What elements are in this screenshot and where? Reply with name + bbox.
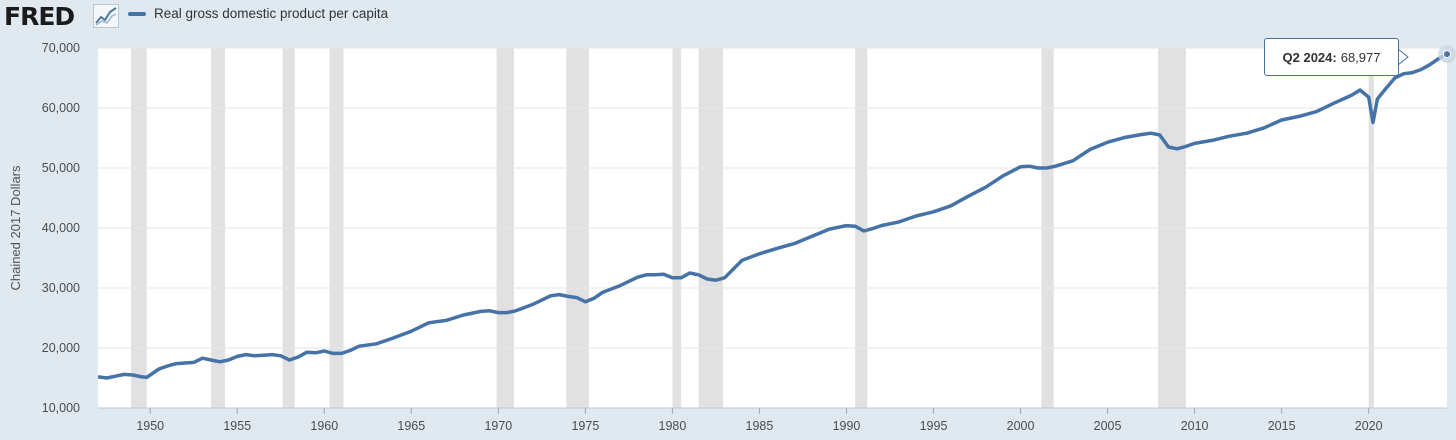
y-tick-label: 20,000 bbox=[42, 341, 80, 355]
x-tick-label: 1965 bbox=[397, 419, 425, 433]
x-tick-label: 1955 bbox=[223, 419, 251, 433]
chart-line-icon bbox=[93, 4, 119, 28]
tooltip-value: 68,977 bbox=[1340, 49, 1381, 65]
y-tick-label: 60,000 bbox=[42, 101, 80, 115]
y-tick-label: 40,000 bbox=[42, 221, 80, 235]
x-tick-label: 1970 bbox=[484, 419, 512, 433]
x-tick-label: 1995 bbox=[920, 419, 948, 433]
x-tick-label: 2005 bbox=[1094, 419, 1122, 433]
chart-header: FRED Real gross domestic product per cap… bbox=[0, 0, 1456, 34]
latest-data-point[interactable] bbox=[1397, 45, 1456, 67]
x-tick-label: 1980 bbox=[659, 419, 687, 433]
y-axis-ticks: 10,000 20,000 30,000 40,000 50,000 60,000 70,0… bbox=[42, 41, 80, 415]
data-tooltip: Q2 2024: 68,977 bbox=[1264, 38, 1399, 76]
x-tick-label: 1950 bbox=[136, 419, 164, 433]
x-tick-label: 1990 bbox=[833, 419, 861, 433]
x-tick-label: 1975 bbox=[571, 419, 599, 433]
y-tick-label: 50,000 bbox=[42, 161, 80, 175]
series-line[interactable] bbox=[97, 52, 1448, 380]
x-tick-label: 1985 bbox=[746, 419, 774, 433]
chart-legend[interactable]: Real gross domestic product per capita bbox=[128, 6, 388, 21]
legend-swatch bbox=[128, 11, 146, 16]
legend-series-label: Real gross domestic product per capita bbox=[154, 6, 389, 21]
grid-lines bbox=[98, 47, 1447, 409]
endpoint-marker[interactable] bbox=[1443, 50, 1451, 59]
x-tick-label: 2020 bbox=[1355, 419, 1383, 433]
x-tick-label: 2000 bbox=[1007, 419, 1035, 433]
tooltip-period: Q2 2024: bbox=[1282, 49, 1337, 65]
y-tick-label: 70,000 bbox=[42, 41, 80, 55]
y-tick-label: 30,000 bbox=[42, 281, 80, 295]
x-tick-label: 2015 bbox=[1268, 419, 1296, 433]
y-axis-title: Chained 2017 Dollars bbox=[8, 165, 23, 291]
x-tick-label: 1960 bbox=[310, 419, 338, 433]
x-axis-ticks: 1950 1955 1960 1965 1970 1975 1980 1985 1990 1995… bbox=[136, 408, 1383, 433]
y-tick-label: 10,000 bbox=[42, 401, 80, 415]
x-tick-label: 2010 bbox=[1181, 419, 1209, 433]
fred-logo[interactable]: FRED bbox=[4, 2, 75, 31]
